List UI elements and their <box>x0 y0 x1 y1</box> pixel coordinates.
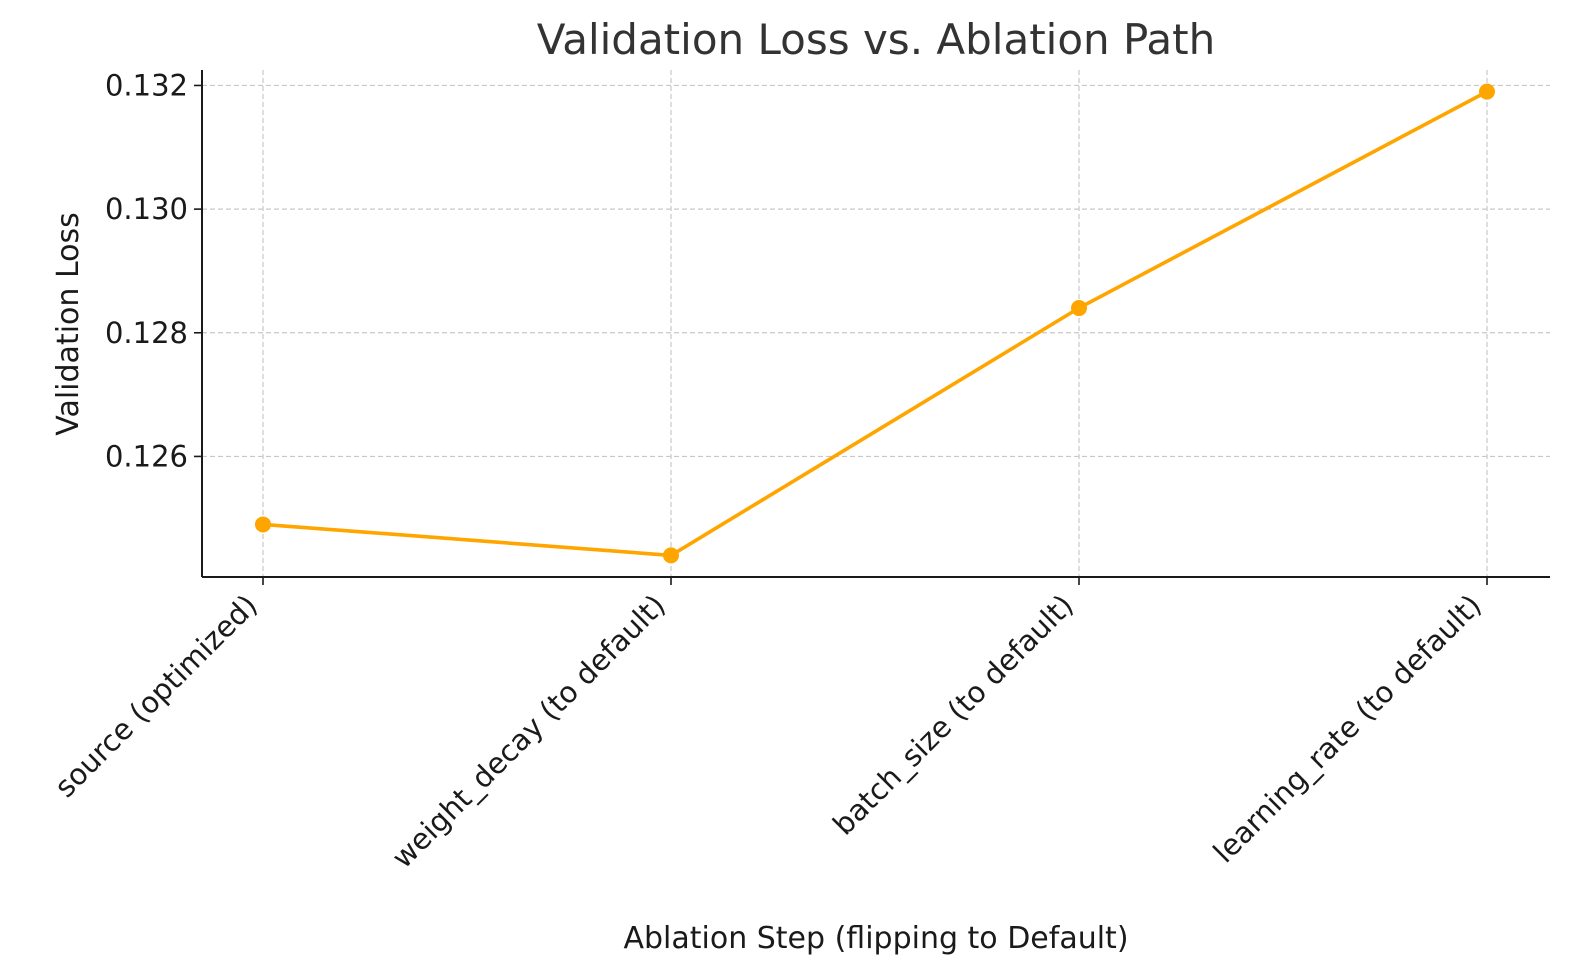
x-axis-ticks: source (optimized) weight_decay (to defau… <box>48 577 1488 875</box>
series-layer <box>255 83 1495 564</box>
x-axis-title: Ablation Step (flipping to Default) <box>623 921 1128 956</box>
y-tick-label: 0.130 <box>105 192 188 226</box>
x-tick-label: weight_decay (to default) <box>385 588 672 875</box>
data-point <box>663 547 679 564</box>
y-tick-label: 0.126 <box>105 439 188 473</box>
data-point <box>1071 300 1087 317</box>
y-tick-label: 0.128 <box>105 316 188 350</box>
series-line <box>261 89 1489 558</box>
grid <box>202 70 1550 577</box>
y-axis-ticks: 0.126 0.128 0.130 0.132 <box>105 68 202 473</box>
y-tick-label: 0.132 <box>105 68 188 102</box>
x-tick-label: source (optimized) <box>48 588 264 804</box>
chart-title: Validation Loss vs. Ablation Path <box>537 15 1216 64</box>
data-point <box>255 516 271 533</box>
x-tick-label: learning_rate (to default) <box>1207 588 1488 869</box>
data-point <box>1479 83 1495 100</box>
y-axis-title: Validation Loss <box>51 212 86 435</box>
x-tick-label: batch_size (to default) <box>826 588 1080 842</box>
